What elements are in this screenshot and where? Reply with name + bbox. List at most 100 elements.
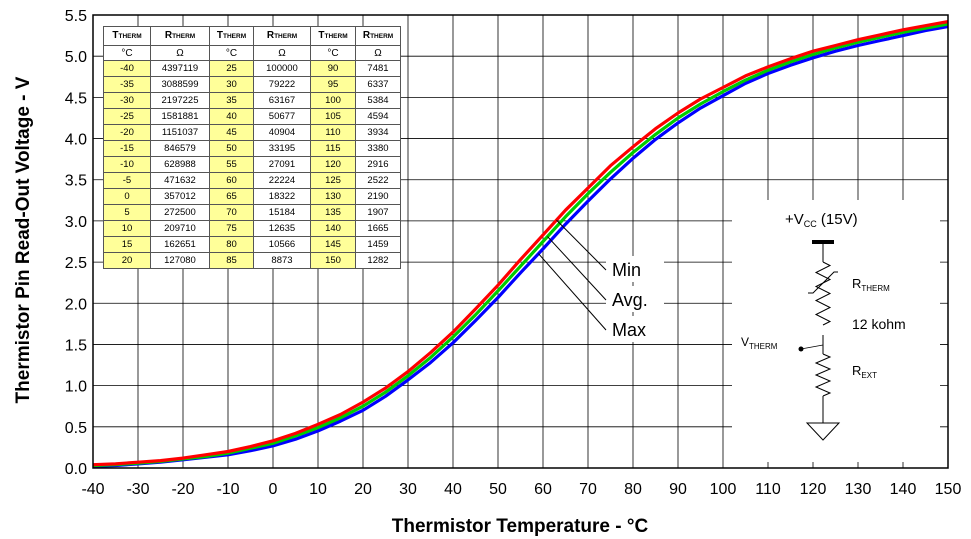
table-unit-cell: Ω — [253, 45, 311, 61]
table-cell-temp: 95 — [310, 76, 356, 93]
curves — [92, 20, 949, 468]
table-cell-temp: 150 — [310, 252, 356, 269]
table-cell-resistance: 1459 — [355, 236, 401, 253]
y-axis-label: Thermistor Pin Read-Out Voltage - V — [13, 76, 34, 403]
table-header-cell: RTHERM — [355, 26, 401, 46]
table-cell-resistance: 22224 — [253, 172, 311, 189]
table-cell-temp: 55 — [209, 156, 254, 173]
table-cell-temp: 125 — [310, 172, 356, 189]
callout-label-bg — [606, 256, 664, 282]
legend-label-min: Min — [612, 260, 641, 280]
callout-leader-line — [556, 219, 607, 271]
table-body: -40 4397119 25 100000 90 7481 -35 3088599 30 7922… — [103, 60, 401, 269]
table-cell-temp: -10 — [103, 156, 151, 173]
x-tick-label: -10 — [216, 481, 239, 498]
y-tick-labels: 0.0 0.5 1.0 1.5 2.0 2.5 3.0 3.5 4.0 4.5 5.0 5.5 — [65, 8, 87, 478]
table-cell-resistance: 50677 — [253, 108, 311, 125]
table-cell-resistance: 10566 — [253, 236, 311, 253]
table-cell-temp: 20 — [103, 252, 151, 269]
x-tick-label: 60 — [534, 481, 552, 498]
table-cell-resistance: 1282 — [355, 252, 401, 269]
rext-label: REXT — [852, 363, 877, 380]
vcc-label: +VCC (15V) — [785, 211, 858, 229]
table-cell-temp: 30 — [209, 76, 254, 93]
x-tick-label: 0 — [269, 481, 278, 498]
table-unit-cell: °C — [103, 45, 151, 61]
table-row: -20 1151037 45 40904 110 3934 — [103, 124, 401, 141]
table-cell-temp: 90 — [310, 60, 356, 77]
table-cell-resistance: 209710 — [150, 220, 210, 237]
table-cell-resistance: 7481 — [355, 60, 401, 77]
table-cell-temp: 60 — [209, 172, 254, 189]
table-unit-cell: °C — [209, 45, 254, 61]
rtherm-label: RTHERM — [852, 276, 890, 293]
table-cell-temp: 0 — [103, 188, 151, 205]
table-cell-temp: 10 — [103, 220, 151, 237]
y-tick-label: 4.0 — [65, 132, 87, 149]
table-cell-resistance: 1151037 — [150, 124, 210, 141]
x-tick-label: -30 — [126, 481, 149, 498]
table-cell-temp: 100 — [310, 92, 356, 109]
table-cell-resistance: 27091 — [253, 156, 311, 173]
table-cell-resistance: 1665 — [355, 220, 401, 237]
table-header-cell: TTHERM — [209, 26, 254, 46]
table-cell-resistance: 40904 — [253, 124, 311, 141]
x-tick-label: 50 — [489, 481, 507, 498]
table-row: 20 127080 85 8873 150 1282 — [103, 252, 401, 269]
series-line-max — [92, 24, 949, 468]
x-tick-label: 80 — [624, 481, 642, 498]
table-header-cell: TTHERM — [310, 26, 356, 46]
table-header-cell: RTHERM — [253, 26, 311, 46]
table-cell-resistance: 12635 — [253, 220, 311, 237]
y-tick-label: 5.0 — [65, 49, 87, 66]
table-cell-temp: 140 — [310, 220, 356, 237]
table-row: -40 4397119 25 100000 90 7481 — [103, 60, 401, 77]
table-cell-temp: 120 — [310, 156, 356, 173]
table-cell-resistance: 6337 — [355, 76, 401, 93]
table-row: 0 357012 65 18322 130 2190 — [103, 188, 401, 205]
table-cell-temp: 50 — [209, 140, 254, 157]
y-tick-label: 5.5 — [65, 8, 87, 25]
table-cell-resistance: 100000 — [253, 60, 311, 77]
table-cell-temp: 110 — [310, 124, 356, 141]
table-cell-resistance: 2916 — [355, 156, 401, 173]
table-cell-resistance: 4397119 — [150, 60, 210, 77]
table-cell-temp: 35 — [209, 92, 254, 109]
y-tick-label: 1.5 — [65, 337, 87, 354]
table-cell-resistance: 79222 — [253, 76, 311, 93]
y-tick-label: 2.0 — [65, 296, 87, 313]
table-cell-temp: 85 — [209, 252, 254, 269]
table-cell-temp: -5 — [103, 172, 151, 189]
table-cell-temp: 70 — [209, 204, 254, 221]
table-cell-temp: 75 — [209, 220, 254, 237]
y-tick-label: 0.0 — [65, 461, 87, 478]
x-axis-label: Thermistor Temperature - °C — [392, 516, 649, 537]
x-tick-label: 150 — [935, 481, 962, 498]
thermistor-resistance-table: TTHERM RTHERM TTHERM RTHERM TTHERM RTHERM °C Ω… — [103, 26, 401, 269]
table-cell-resistance: 5384 — [355, 92, 401, 109]
x-tick-label: 40 — [444, 481, 462, 498]
table-unit-cell: Ω — [150, 45, 210, 61]
x-tick-label: -20 — [171, 481, 194, 498]
x-tick-label: -40 — [81, 481, 104, 498]
table-cell-resistance: 33195 — [253, 140, 311, 157]
x-tick-label: 140 — [890, 481, 917, 498]
y-tick-label: 3.0 — [65, 214, 87, 231]
table-cell-temp: 65 — [209, 188, 254, 205]
table-cell-temp: 5 — [103, 204, 151, 221]
table-row: -25 1581881 40 50677 105 4594 — [103, 108, 401, 125]
table-cell-resistance: 63167 — [253, 92, 311, 109]
thermistor-arrow — [808, 271, 838, 294]
table-row: -35 3088599 30 79222 95 6337 — [103, 76, 401, 93]
table-row: -10 628988 55 27091 120 2916 — [103, 156, 401, 173]
vtherm-lead — [800, 344, 824, 350]
rtherm-resistor — [814, 261, 832, 326]
table-cell-resistance: 15184 — [253, 204, 311, 221]
table-cell-resistance: 3934 — [355, 124, 401, 141]
table-unit-cell: Ω — [355, 45, 401, 61]
table-cell-temp: 80 — [209, 236, 254, 253]
table-header-cell: TTHERM — [103, 26, 151, 46]
table-cell-temp: 25 — [209, 60, 254, 77]
table-cell-resistance: 628988 — [150, 156, 210, 173]
table-cell-temp: -40 — [103, 60, 151, 77]
